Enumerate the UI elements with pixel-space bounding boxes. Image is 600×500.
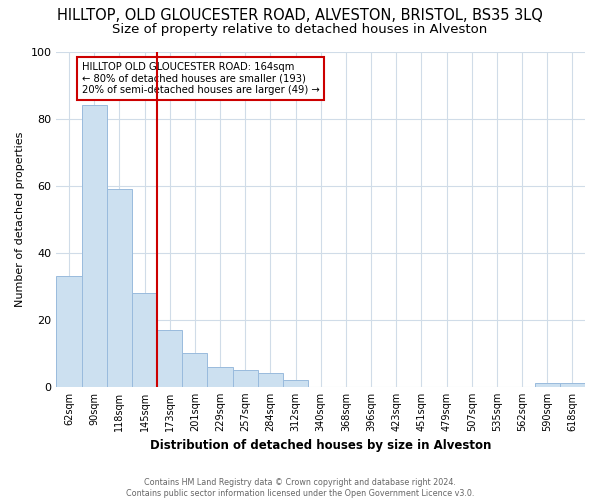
Bar: [535, 384, 560, 387]
Bar: [258, 374, 283, 387]
Text: Size of property relative to detached houses in Alveston: Size of property relative to detached ho…: [112, 22, 488, 36]
Bar: [82, 105, 107, 387]
Bar: [208, 366, 233, 387]
Bar: [157, 330, 182, 387]
Bar: [132, 293, 157, 387]
X-axis label: Distribution of detached houses by size in Alveston: Distribution of detached houses by size …: [150, 440, 491, 452]
Bar: [283, 380, 308, 387]
Bar: [56, 276, 82, 387]
Bar: [233, 370, 258, 387]
Text: HILLTOP, OLD GLOUCESTER ROAD, ALVESTON, BRISTOL, BS35 3LQ: HILLTOP, OLD GLOUCESTER ROAD, ALVESTON, …: [57, 8, 543, 22]
Text: Contains HM Land Registry data © Crown copyright and database right 2024.
Contai: Contains HM Land Registry data © Crown c…: [126, 478, 474, 498]
Y-axis label: Number of detached properties: Number of detached properties: [15, 132, 25, 307]
Bar: [560, 384, 585, 387]
Bar: [107, 189, 132, 387]
Text: HILLTOP OLD GLOUCESTER ROAD: 164sqm
← 80% of detached houses are smaller (193)
2: HILLTOP OLD GLOUCESTER ROAD: 164sqm ← 80…: [82, 62, 319, 95]
Bar: [182, 354, 208, 387]
